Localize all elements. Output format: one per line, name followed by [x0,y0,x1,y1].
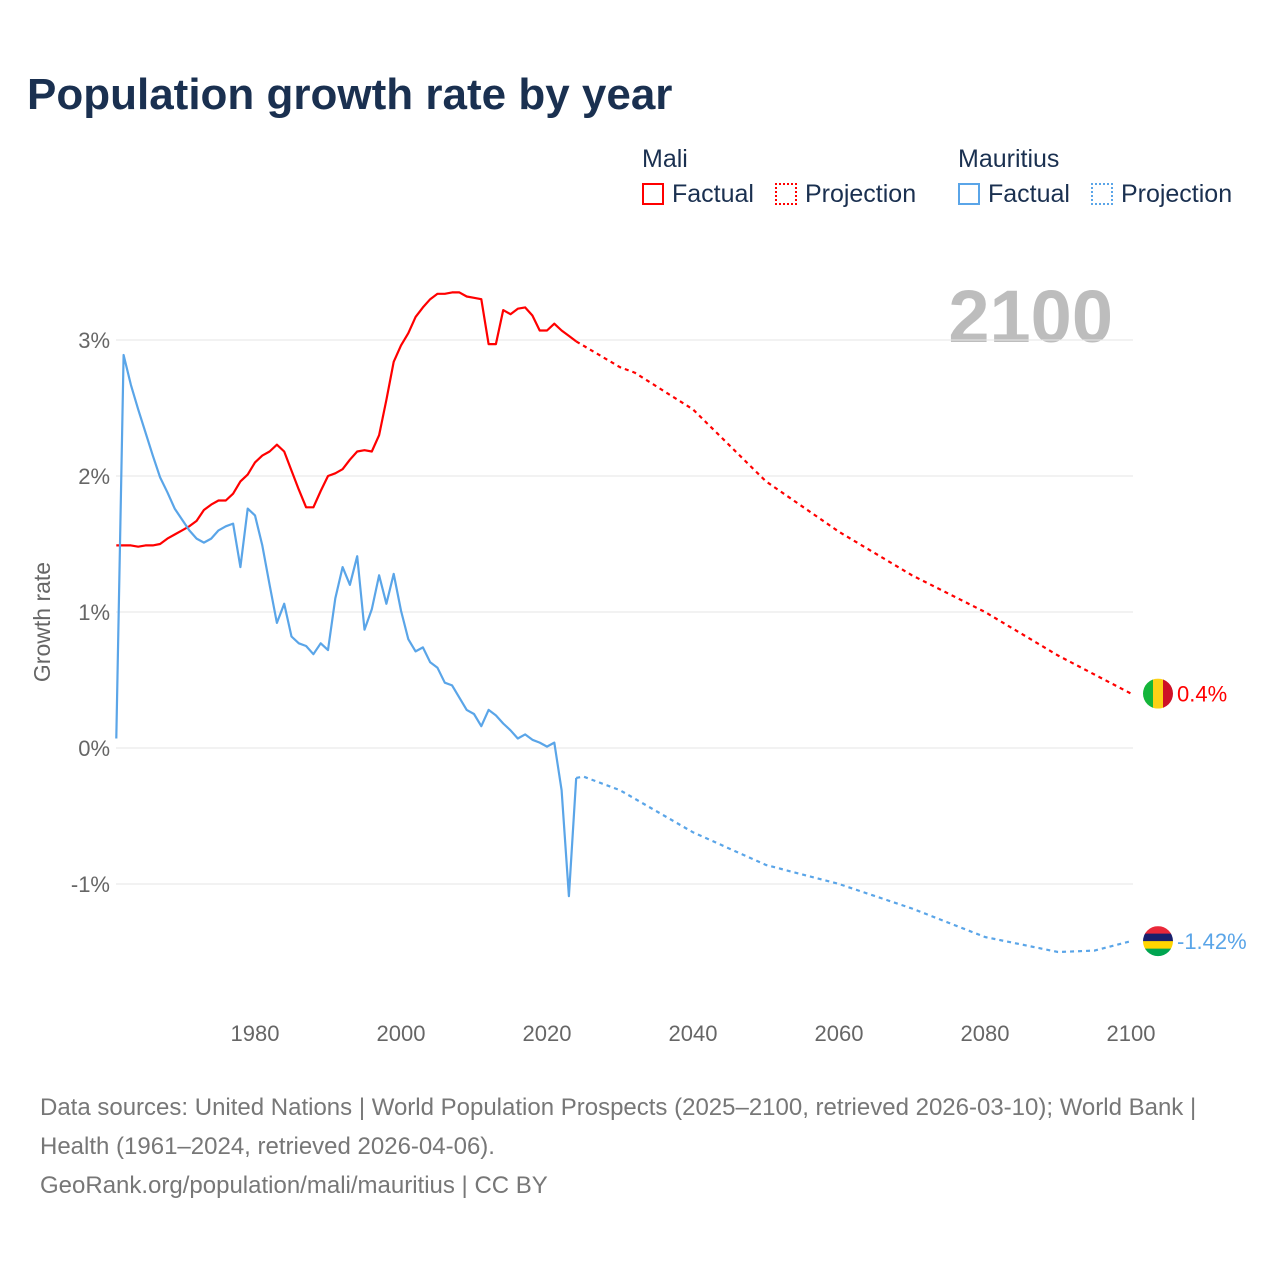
x-tick-label: 2060 [815,1021,864,1046]
x-tick-label: 2100 [1107,1021,1156,1046]
y-axis-label: Growth rate [29,562,55,682]
legend-item-mauritius-projection[interactable]: Projection [1090,180,1233,208]
end-value-label: 0.4% [1177,682,1227,707]
legend-item-mauritius-factual[interactable]: Factual [958,180,1070,208]
y-tick-label: 1% [78,600,110,625]
x-tick-label: 2040 [669,1021,718,1046]
legend-group-mauritius: Mauritius Factual Projection [958,145,1232,209]
legend-item-mali-factual[interactable]: Factual [642,180,754,208]
attribution-link[interactable]: GeoRank.org/population/mali/mauritius | … [40,1172,548,1199]
legend-label: Projection [1120,180,1233,208]
y-tick-label: -1% [71,872,110,897]
solid-swatch-icon [642,183,664,205]
year-indicator: 2100 [948,275,1113,358]
legend-item-mali-projection[interactable]: Projection [774,180,917,208]
legend-group-title: Mali [642,145,688,173]
x-tick-label: 2080 [961,1021,1010,1046]
dotted-swatch-icon [1090,183,1113,205]
page-title: Population growth rate by year [27,70,673,119]
legend-group-mali: Mali Factual Projection [642,145,916,209]
series-line-mauritius-factual[interactable] [115,353,578,898]
dotted-swatch-icon [774,183,797,205]
x-tick-label: 1980 [231,1021,280,1046]
y-tick-label: 0% [78,736,110,761]
series-line-mauritius-projection[interactable] [576,775,1132,954]
x-tick-label: 2020 [523,1021,572,1046]
x-tick-label: 2000 [377,1021,426,1046]
data-sources: Data sources: United Nations | World Pop… [40,1094,1197,1160]
y-tick-label: 3% [78,328,110,353]
legend-group-title: Mauritius [958,145,1060,173]
mauritius-flag-icon [1143,926,1173,957]
series-line-mali-factual[interactable] [116,291,577,548]
mali-flag-icon [1143,678,1173,709]
end-value-label: -1.42% [1177,929,1247,954]
y-tick-label: 2% [78,464,110,489]
legend-label: Projection [804,180,917,208]
solid-swatch-icon [958,183,980,205]
source-note: Data sources: United Nations | World Pop… [40,1088,1240,1205]
series-line-mali-projection[interactable] [575,340,1132,695]
legend-label: Factual [988,180,1070,208]
legend-label: Factual [672,180,754,208]
